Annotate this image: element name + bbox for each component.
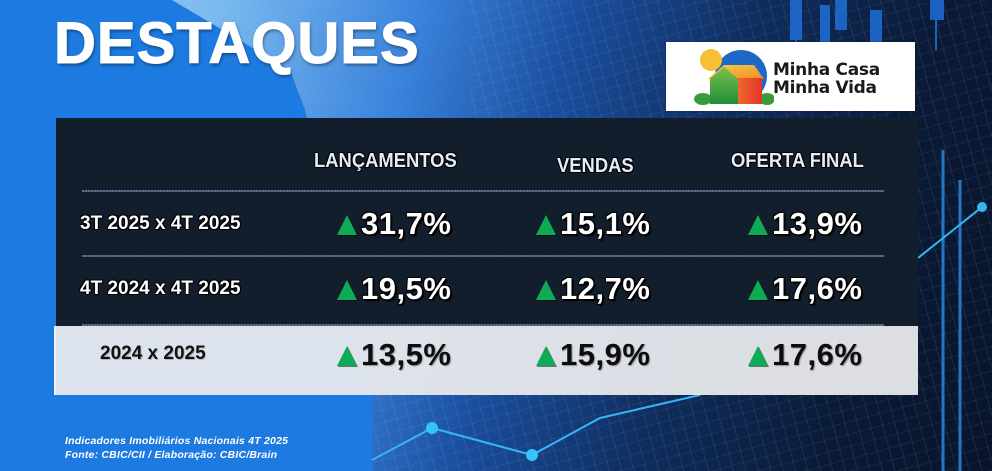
table-cell-lancamentos: 13,5%: [337, 337, 451, 373]
table-cell-oferta-final: 13,9%: [748, 206, 862, 242]
logo-wordmark: Minha Casa Minha Vida: [773, 61, 880, 97]
house-sun-logo-icon: [694, 49, 774, 105]
value-text: 13,9%: [772, 206, 863, 241]
value-text: 19,5%: [361, 271, 452, 306]
row-label-quarter: 3T 2025 x 4T 2025: [80, 213, 241, 234]
table-row-annual: [54, 326, 918, 395]
value-text: 13,5%: [361, 337, 452, 372]
highlights-table: [56, 118, 918, 326]
column-header-vendas: VENDAS: [557, 155, 634, 177]
logo-line-1: Minha Casa: [773, 60, 880, 80]
table-cell-vendas: 12,7%: [536, 271, 650, 307]
table-cell-oferta-final: 17,6%: [748, 271, 862, 307]
value-text: 17,6%: [772, 271, 863, 306]
triangle-up-icon: [748, 280, 768, 300]
column-header-lancamentos: LANÇAMENTOS: [314, 150, 457, 172]
row-divider: [82, 190, 884, 192]
column-header-oferta-final: OFERTA FINAL: [731, 150, 864, 172]
footnote-line-2: Fonte: CBIC/CII / Elaboração: CBIC/Brain: [65, 449, 278, 461]
triangle-up-icon: [748, 346, 768, 366]
minha-casa-minha-vida-logo: Minha Casa Minha Vida: [666, 42, 915, 111]
triangle-up-icon: [536, 346, 556, 366]
value-text: 12,7%: [560, 271, 651, 306]
row-label-annual: 2024 x 2025: [100, 343, 206, 364]
row-divider: [82, 255, 884, 257]
value-text: 31,7%: [361, 206, 452, 241]
value-text: 15,9%: [560, 337, 651, 372]
page-title: DESTAQUES: [54, 11, 420, 77]
footnote-line-1: Indicadores Imobiliários Nacionais 4T 20…: [65, 435, 289, 447]
table-cell-lancamentos: 19,5%: [337, 271, 451, 307]
triangle-up-icon: [337, 346, 357, 366]
logo-line-2: Minha Vida: [773, 78, 877, 98]
triangle-up-icon: [748, 215, 768, 235]
value-text: 15,1%: [560, 206, 651, 241]
triangle-up-icon: [536, 215, 556, 235]
triangle-up-icon: [536, 280, 556, 300]
triangle-up-icon: [337, 280, 357, 300]
table-cell-vendas: 15,1%: [536, 206, 650, 242]
row-label-year-over-year-quarter: 4T 2024 x 4T 2025: [80, 278, 241, 299]
value-text: 17,6%: [772, 337, 863, 372]
row-divider: [82, 324, 884, 326]
source-footnote: Indicadores Imobiliários Nacionais 4T 20…: [65, 434, 288, 462]
table-cell-lancamentos: 31,7%: [337, 206, 451, 242]
table-cell-vendas: 15,9%: [536, 337, 650, 373]
triangle-up-icon: [337, 215, 357, 235]
table-cell-oferta-final: 17,6%: [748, 337, 862, 373]
